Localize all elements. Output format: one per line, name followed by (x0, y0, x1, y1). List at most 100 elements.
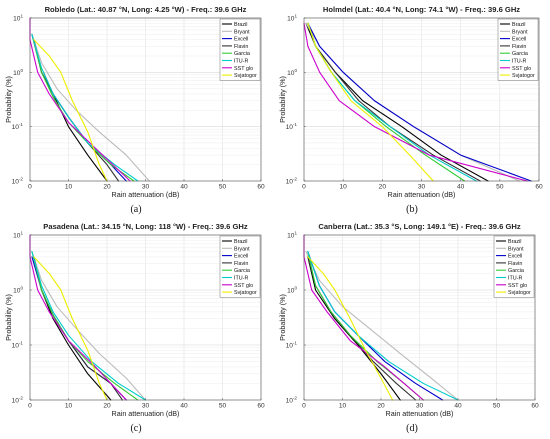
panel-caption: (a) (130, 204, 141, 215)
legend-entry: ITU-R (508, 276, 522, 282)
legend-entry: Brazil (508, 239, 521, 245)
legend-entry: Flavin (512, 44, 526, 50)
x-tick-label: 20 (103, 184, 111, 191)
x-tick-label: 10 (65, 403, 73, 410)
series-line-svjatogor (307, 22, 434, 182)
legend-box (219, 18, 261, 81)
series-line-excell (307, 22, 532, 182)
y-tick-label: 10-2 (286, 396, 298, 405)
x-tick-label: 20 (379, 184, 387, 191)
chart-title: Canberra (Lat.: 35.3 °S, Long: 149.1 °E)… (318, 222, 520, 231)
legend-box (219, 235, 261, 298)
legend-entry: Bryant (512, 29, 528, 35)
x-tick-label: 40 (454, 403, 462, 410)
chart-panel-3: 0 10 20 30 40 50 60 10-2 10-1 100 101 Pasadena (Lat… (4, 222, 265, 434)
x-tick-label: 20 (103, 403, 111, 410)
y-axis-label: Probability (%) (278, 76, 287, 123)
x-axis-label: Rain attenuation (dB) (112, 409, 180, 418)
x-tick-label: 60 (531, 403, 539, 410)
chart-title: Pasadena (Lat.: 34.15 °N, Long: 118 °W) … (43, 222, 248, 231)
series-line-brazil (307, 256, 401, 401)
y-tick-label: 10-2 (286, 177, 298, 186)
chart-title: Holmdel (Lat.: 40.4 °N, Long: 74.1 °W) -… (323, 5, 520, 14)
series-line-bryant (31, 251, 147, 401)
x-axis-label: Rain attenuation (dB) (388, 190, 456, 199)
legend-entry: Excell (234, 254, 248, 260)
x-tick-label: 50 (219, 403, 227, 410)
chart-panel-1: 0 10 20 30 40 50 60 10-2 10-1 100 101 Robledo (Lat.… (4, 5, 265, 215)
y-tick-label: 10-1 (12, 341, 24, 350)
legend-entry: SST glo (234, 283, 253, 289)
y-tick-label: 101 (13, 14, 23, 23)
series-line-svjatogor (307, 256, 394, 401)
legend-box (497, 18, 539, 81)
y-tick-label: 10-1 (12, 122, 24, 131)
legend-entry: Garcia (512, 51, 528, 57)
chart-panel-2: 0 10 20 30 40 50 60 10-2 10-1 100 101 Holmdel (Lat.… (278, 5, 543, 215)
legend-entry: Brazil (234, 22, 247, 28)
legend-entry: Bryant (234, 29, 250, 35)
legend-entry: Svjatogor (512, 73, 535, 79)
legend-entry: Bryant (508, 246, 524, 252)
x-tick-label: 40 (457, 184, 465, 191)
legend-entry: Svjatogor (234, 290, 257, 296)
x-tick-label: 0 (302, 403, 306, 410)
series-line-svjatogor (33, 39, 108, 182)
y-tick-label: 10-1 (286, 341, 298, 350)
legend-entry: Excell (512, 37, 526, 43)
legend-entry: Bryant (234, 246, 250, 252)
series-line-svjatogor (33, 256, 108, 401)
series-line-itu-r (31, 33, 139, 182)
panel-caption: (b) (406, 204, 418, 215)
legend-entry: Excell (508, 254, 522, 260)
y-axis-label: Probability (%) (4, 294, 13, 341)
y-tick-label: 10-2 (12, 177, 24, 186)
x-axis-label: Rain attenuation (dB) (386, 409, 454, 418)
x-tick-label: 30 (418, 184, 426, 191)
x-tick-label: 0 (28, 184, 32, 191)
x-tick-label: 30 (416, 403, 424, 410)
x-tick-label: 10 (65, 184, 73, 191)
legend-entry: Excell (234, 37, 248, 43)
legend-entry: Brazil (234, 239, 247, 245)
legend-entry: SST glo (508, 283, 527, 289)
panel-caption: (c) (130, 423, 141, 434)
x-tick-label: 60 (535, 184, 543, 191)
legend-entry: Svjatogor (508, 290, 531, 296)
series-line-sst-glo (303, 22, 528, 182)
x-tick-label: 40 (180, 403, 188, 410)
series-line-bryant (31, 33, 150, 182)
x-tick-label: 50 (219, 184, 227, 191)
legend-entry: Garcia (234, 51, 250, 57)
legend-entry: Flavin (234, 261, 248, 267)
legend-box (493, 235, 535, 298)
y-tick-label: 10-2 (12, 396, 24, 405)
legend-entry: ITU-R (234, 59, 248, 65)
x-tick-label: 30 (142, 184, 150, 191)
y-tick-label: 100 (13, 68, 23, 77)
legend-entry: SST glo (234, 66, 253, 72)
y-axis-label: Probability (%) (4, 76, 13, 123)
x-tick-label: 30 (142, 403, 150, 410)
y-tick-label: 100 (287, 68, 297, 77)
panel-caption: (d) (406, 423, 418, 434)
x-tick-label: 10 (339, 403, 347, 410)
x-tick-label: 50 (493, 403, 501, 410)
y-tick-label: 100 (287, 286, 297, 295)
x-tick-label: 10 (339, 184, 347, 191)
legend-entry: Garcia (234, 268, 250, 274)
chart-panel-4: 0 10 20 30 40 50 60 10-2 10-1 100 101 Canberra (Lat… (278, 222, 539, 434)
legend-entry: Garcia (508, 268, 524, 274)
chart-title: Robledo (Lat.: 40.87 °N, Long: 4.25 °W) … (45, 5, 247, 14)
x-tick-label: 0 (302, 184, 306, 191)
x-axis-label: Rain attenuation (dB) (112, 190, 180, 199)
legend-entry: Brazil (512, 22, 525, 28)
x-tick-label: 20 (377, 403, 385, 410)
series-line-bryant (305, 251, 459, 401)
series-line-itu-r (31, 251, 147, 401)
legend-entry: ITU-R (234, 276, 248, 282)
legend-entry: SST glo (512, 66, 531, 72)
